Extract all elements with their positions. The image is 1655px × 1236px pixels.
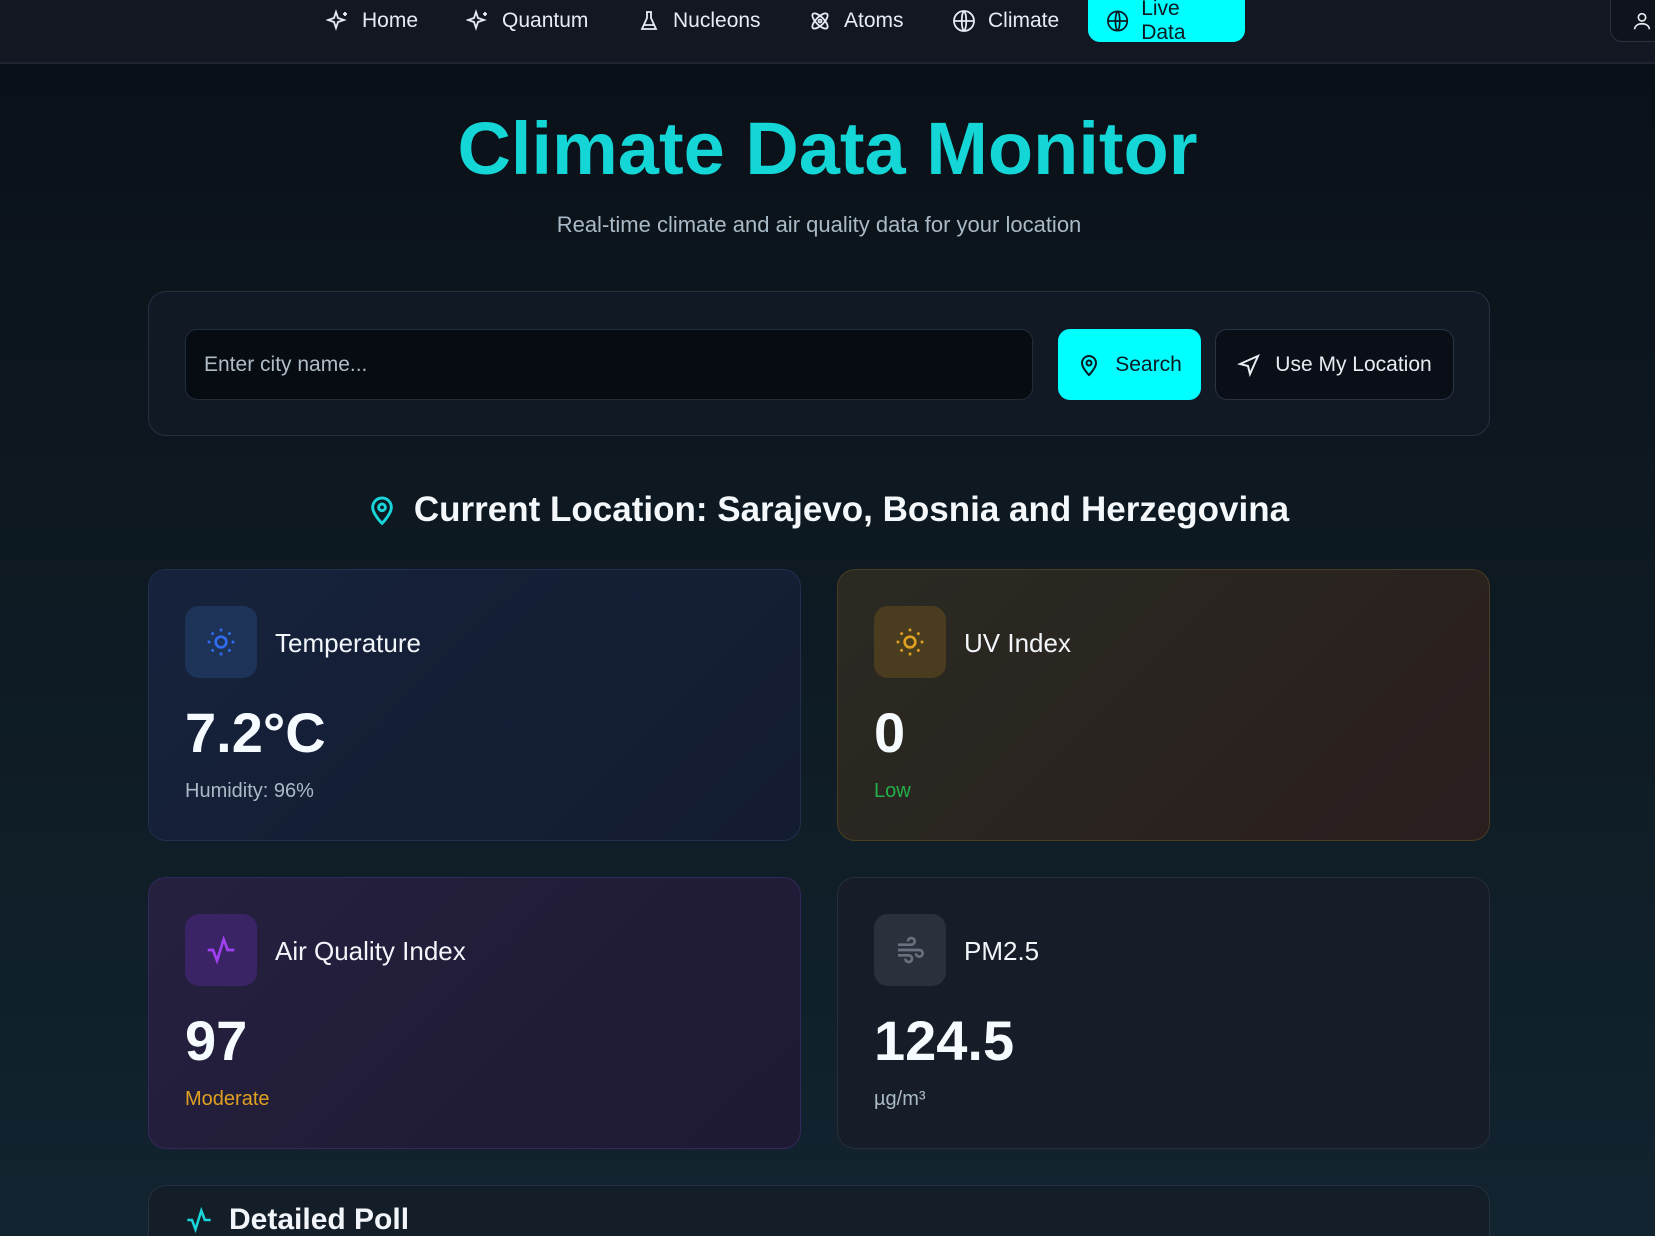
sun-icon [207, 628, 235, 656]
search-panel: Search Use My Location [148, 291, 1490, 436]
card-title: Temperature [275, 628, 421, 658]
pm25-card: PM2.5 124.5 µg/m³ [837, 877, 1490, 1149]
temperature-icon-box [185, 606, 257, 678]
nav-live-data[interactable]: Live Data [1088, 0, 1245, 44]
nav-label: Atoms [844, 9, 904, 32]
air-quality-card: Air Quality Index 97 Moderate [148, 877, 801, 1149]
nav-label: Nucleons [673, 9, 761, 32]
uv-icon-box [874, 606, 946, 678]
map-pin-icon [371, 496, 393, 526]
activity-icon [207, 935, 235, 965]
pm25-unit: µg/m³ [874, 1088, 926, 1110]
sun-icon [896, 628, 924, 656]
uv-index-card: UV Index 0 Low [837, 569, 1490, 841]
temperature-card: Temperature 7.2°C Humidity: 96% [148, 569, 801, 841]
globe-icon [953, 10, 975, 32]
nav-label: Climate [988, 9, 1060, 32]
nav-nucleons[interactable]: Nucleons [619, 0, 779, 42]
user-icon [1633, 12, 1651, 29]
nav-climate[interactable]: Climate [934, 0, 1077, 42]
current-location-heading: Current Location: Sarajevo, Bosnia and H… [0, 490, 1655, 530]
activity-icon [187, 1206, 211, 1234]
section-title: Detailed Poll [229, 1203, 410, 1236]
nav-atoms[interactable]: Atoms [790, 0, 922, 42]
top-nav: Home Quantum Nucleons Atoms Climate Live… [0, 0, 1655, 64]
card-value: 97 [185, 1009, 248, 1072]
card-value: 7.2°C [185, 701, 326, 764]
city-search-input[interactable] [185, 329, 1033, 400]
flask-icon [640, 11, 658, 30]
card-subtext: Humidity: 96% [185, 780, 314, 802]
page-subtitle: Real-time climate and air quality data f… [556, 212, 1082, 237]
sparkles-icon [326, 9, 347, 31]
uv-level-label: Low [874, 780, 911, 802]
nav-label: Live Data [1141, 0, 1186, 44]
card-title: UV Index [964, 628, 1071, 658]
aqi-level-label: Moderate [185, 1088, 270, 1110]
card-title: Air Quality Index [275, 936, 466, 966]
search-label: Search [1115, 352, 1182, 376]
use-my-location-button[interactable]: Use My Location [1215, 329, 1454, 400]
card-value: 124.5 [874, 1009, 1015, 1072]
sparkles-icon [466, 9, 487, 31]
location-text: Current Location: Sarajevo, Bosnia and H… [413, 490, 1290, 529]
atom-icon [811, 12, 829, 30]
aqi-icon-box [185, 914, 257, 986]
nav-label: Home [362, 9, 419, 32]
card-title: PM2.5 [964, 936, 1040, 966]
search-button[interactable]: Search [1058, 329, 1201, 400]
nav-label: Quantum [502, 9, 589, 32]
card-value: 0 [874, 701, 906, 764]
user-button[interactable] [1610, 0, 1655, 42]
detailed-pollutants-panel: Detailed Poll [148, 1185, 1490, 1236]
map-pin-icon [1081, 354, 1098, 376]
navigation-icon [1237, 353, 1261, 377]
nav-quantum[interactable]: Quantum [448, 0, 606, 42]
page-title: Climate Data Monitor [457, 107, 1198, 190]
location-label: Use My Location [1275, 352, 1432, 376]
wind-icon [898, 936, 924, 964]
nav-home[interactable]: Home [308, 0, 436, 42]
globe-icon [1107, 10, 1129, 32]
pm25-icon-box [874, 914, 946, 986]
